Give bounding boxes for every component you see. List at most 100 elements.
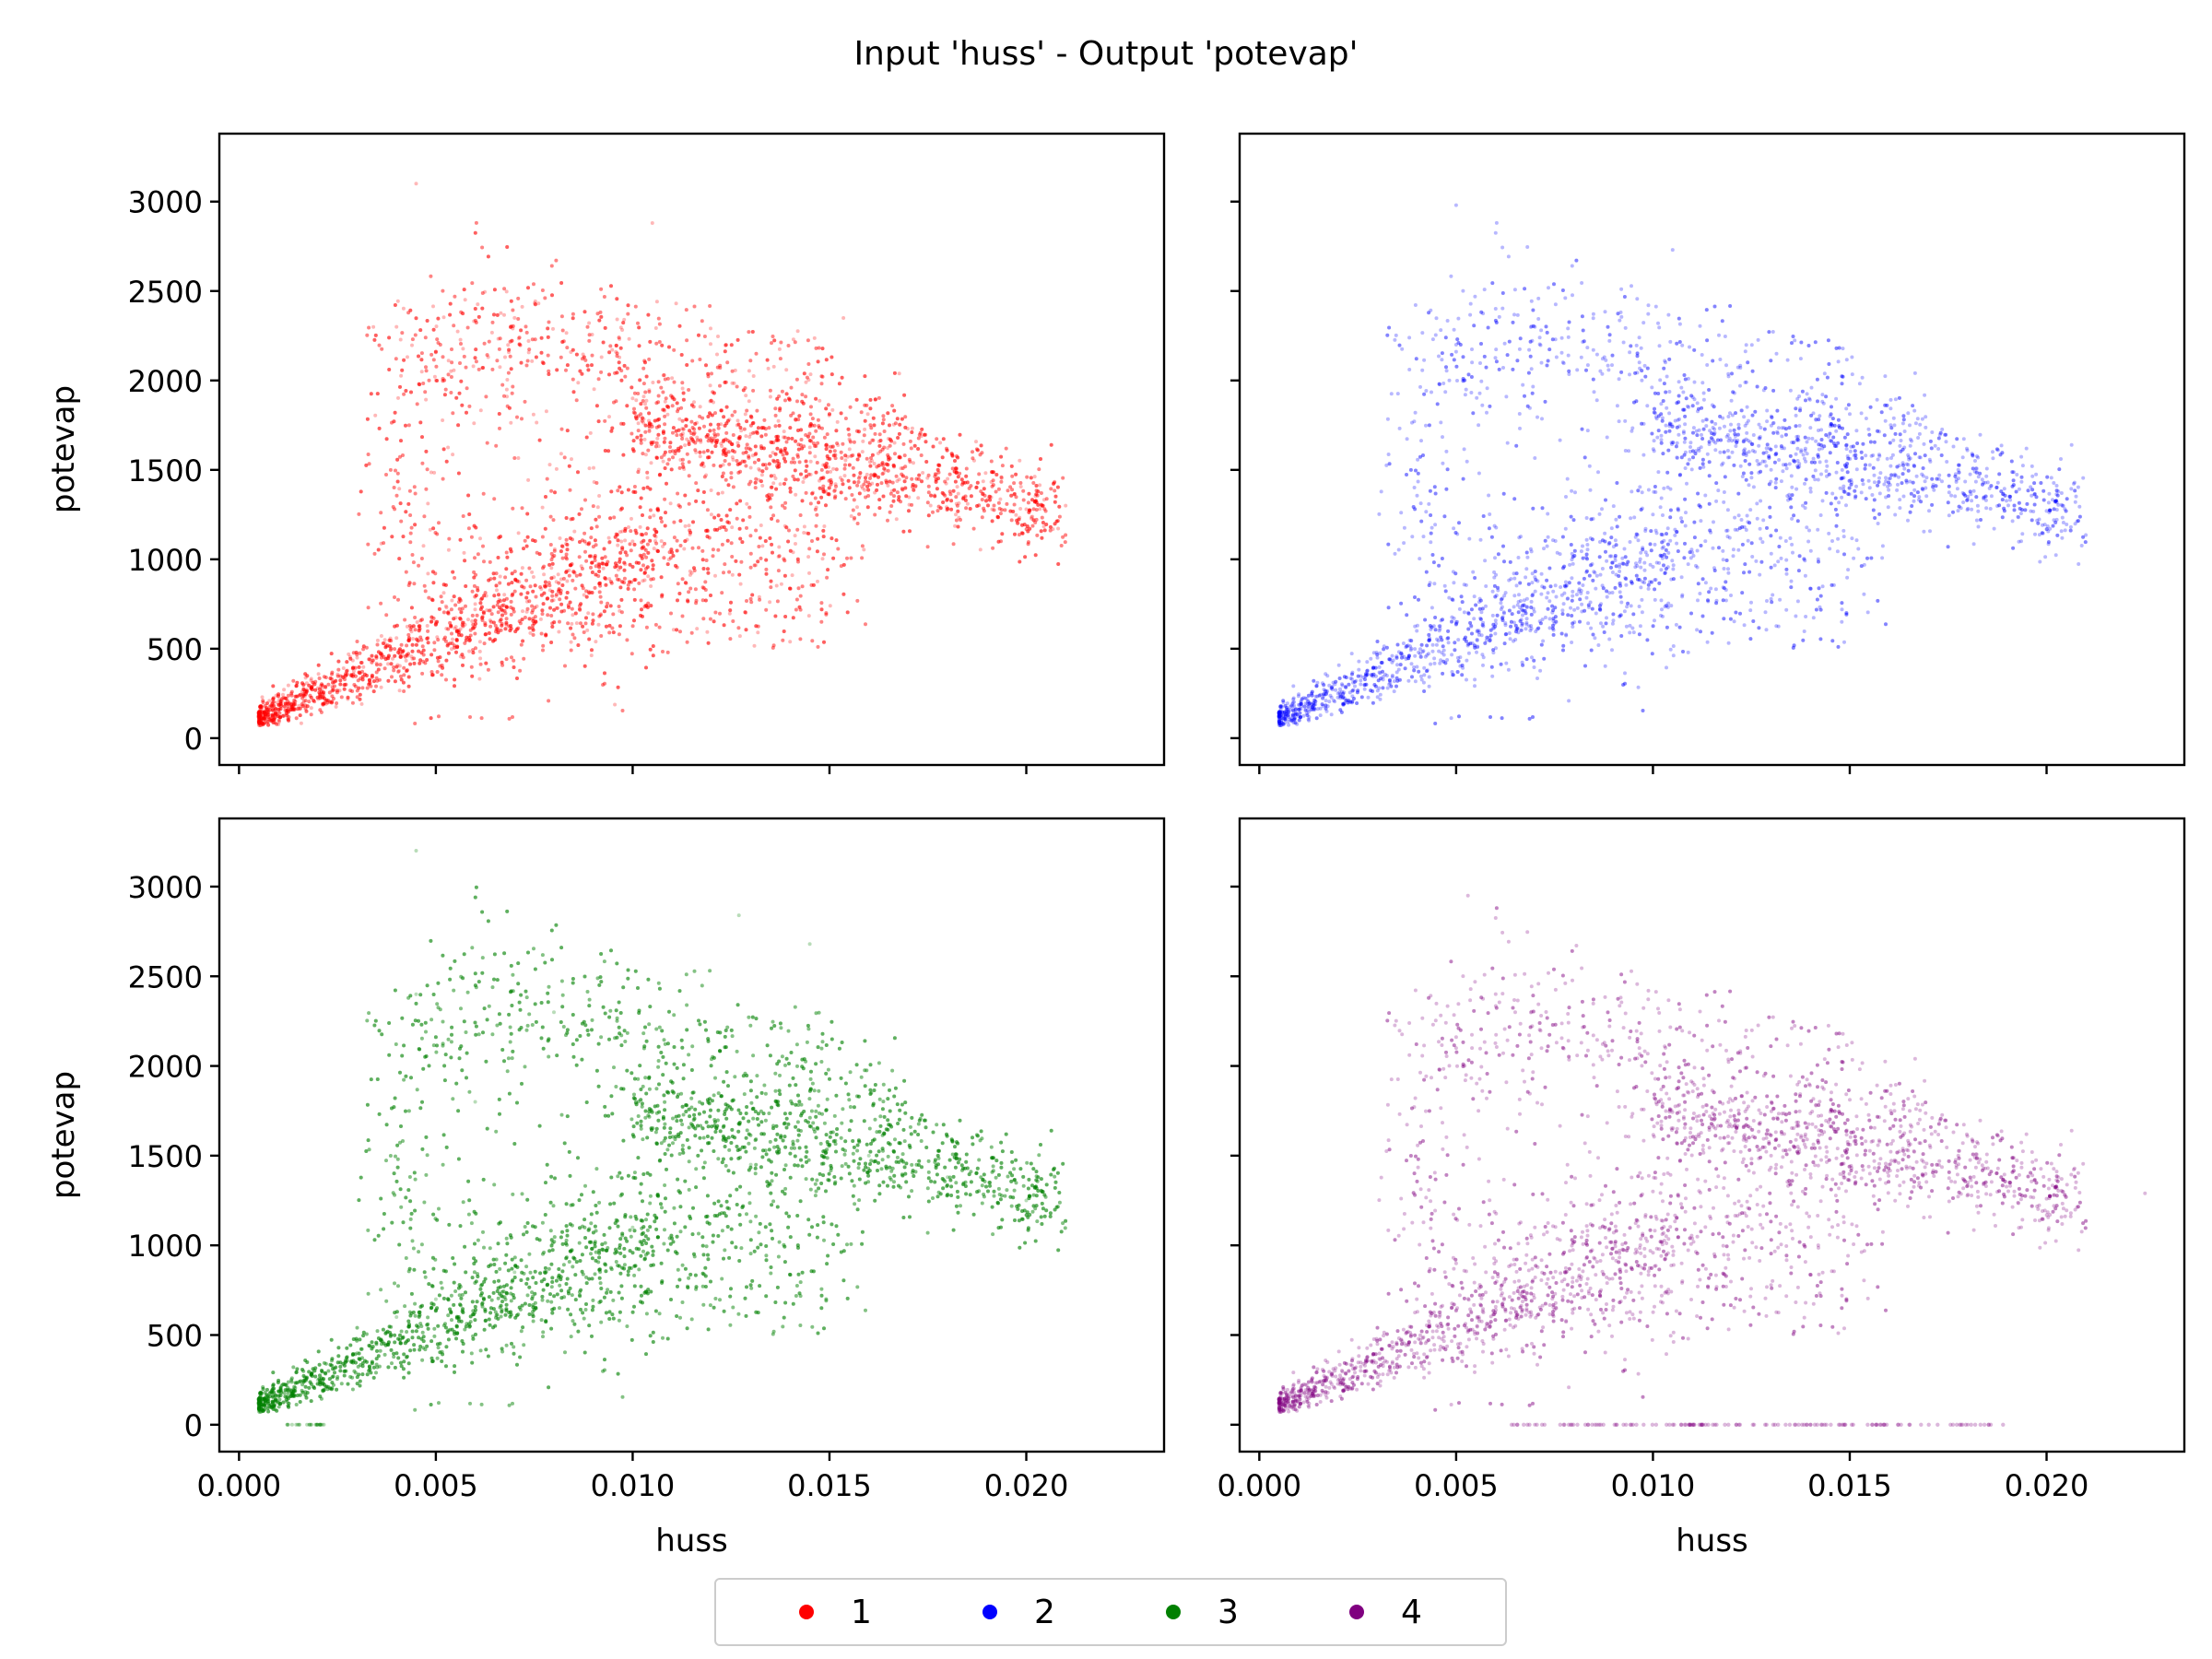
scatter-point <box>665 412 670 417</box>
scatter-point <box>495 312 500 317</box>
scatter-point <box>1018 485 1023 488</box>
scatter-point <box>463 622 467 627</box>
scatter-point <box>1030 516 1034 521</box>
scatter-point <box>865 472 869 477</box>
scatter-point <box>727 570 732 574</box>
scatter-point <box>309 706 313 711</box>
scatter-point <box>582 593 586 597</box>
scatter-point <box>526 350 531 355</box>
scatter-point <box>722 571 725 575</box>
scatter-point <box>454 629 459 633</box>
scatter-point <box>547 320 551 324</box>
scatter-point <box>534 355 538 359</box>
scatter-point <box>453 616 458 620</box>
scatter-point <box>506 582 511 586</box>
scatter-point <box>618 565 623 570</box>
scatter-point <box>685 418 688 422</box>
scatter-point <box>613 565 618 570</box>
scatter-point <box>974 440 978 444</box>
scatter-point <box>609 284 613 288</box>
scatter-point <box>473 607 477 612</box>
scatter-point <box>304 709 309 713</box>
scatter-point <box>274 714 278 719</box>
scatter-point <box>559 452 563 456</box>
scatter-point <box>956 491 960 496</box>
scatter-point <box>664 396 668 401</box>
scatter-point <box>796 447 801 452</box>
scatter-point <box>608 604 613 608</box>
scatter-point <box>907 495 912 500</box>
scatter-point <box>396 597 400 602</box>
scatter-point <box>675 628 679 632</box>
scatter-point <box>662 373 666 377</box>
scatter-point <box>273 712 277 716</box>
scatter-point <box>640 546 644 550</box>
scatter-point <box>645 476 650 480</box>
scatter-point <box>408 531 413 535</box>
scatter-point <box>589 535 594 540</box>
scatter-point <box>301 700 306 705</box>
scatter-point <box>502 312 506 317</box>
scatter-point <box>646 312 651 317</box>
scatter-point <box>675 538 679 543</box>
scatter-point <box>870 481 875 486</box>
scatter-point <box>265 717 270 721</box>
scatter-point <box>557 581 561 585</box>
scatter-point <box>770 341 773 346</box>
scatter-point <box>520 566 524 571</box>
scatter-point <box>394 468 397 473</box>
scatter-point <box>540 608 545 613</box>
scatter-point <box>1006 488 1010 493</box>
scatter-point <box>670 404 675 408</box>
scatter-point <box>458 654 463 659</box>
scatter-point <box>524 609 529 614</box>
scatter-point <box>750 330 755 334</box>
scatter-point <box>564 570 569 574</box>
scatter-point <box>802 524 806 529</box>
scatter-point <box>842 474 847 478</box>
scatter-point <box>301 688 306 692</box>
scatter-point <box>453 625 458 629</box>
scatter-point <box>401 306 406 311</box>
scatter-point <box>423 335 428 340</box>
scatter-point <box>1057 514 1062 519</box>
scatter-point <box>767 426 771 430</box>
scatter-point <box>525 359 530 363</box>
scatter-point <box>581 352 585 357</box>
scatter-point <box>895 417 900 421</box>
scatter-point <box>620 546 625 550</box>
scatter-point <box>853 516 857 520</box>
scatter-point <box>269 712 274 717</box>
scatter-point <box>424 487 429 491</box>
scatter-point <box>561 576 566 581</box>
scatter-point <box>527 566 532 571</box>
scatter-point <box>655 549 660 553</box>
scatter-point <box>642 437 647 441</box>
scatter-point <box>701 567 706 571</box>
scatter-point <box>1053 479 1057 484</box>
scatter-point <box>902 479 907 484</box>
scatter-point <box>498 581 502 585</box>
scatter-point <box>497 597 501 602</box>
scatter-point <box>596 561 601 566</box>
scatter-point <box>449 624 453 629</box>
scatter-point <box>708 412 712 417</box>
scatter-point <box>576 381 581 385</box>
scatter-point <box>723 423 727 428</box>
scatter-point <box>760 484 765 488</box>
scatter-point <box>919 434 924 439</box>
scatter-point <box>421 544 426 548</box>
scatter-point <box>277 698 282 702</box>
scatter-point <box>805 464 809 468</box>
scatter-point <box>957 515 961 520</box>
scatter-point <box>757 477 761 482</box>
scatter-point <box>778 482 782 487</box>
scatter-point <box>857 512 862 516</box>
scatter-point <box>892 441 897 445</box>
scatter-point <box>527 347 532 352</box>
scatter-point <box>415 620 419 624</box>
scatter-point <box>999 454 1004 459</box>
scatter-point <box>366 542 371 547</box>
scatter-point <box>429 352 434 357</box>
scatter-point <box>375 642 380 647</box>
